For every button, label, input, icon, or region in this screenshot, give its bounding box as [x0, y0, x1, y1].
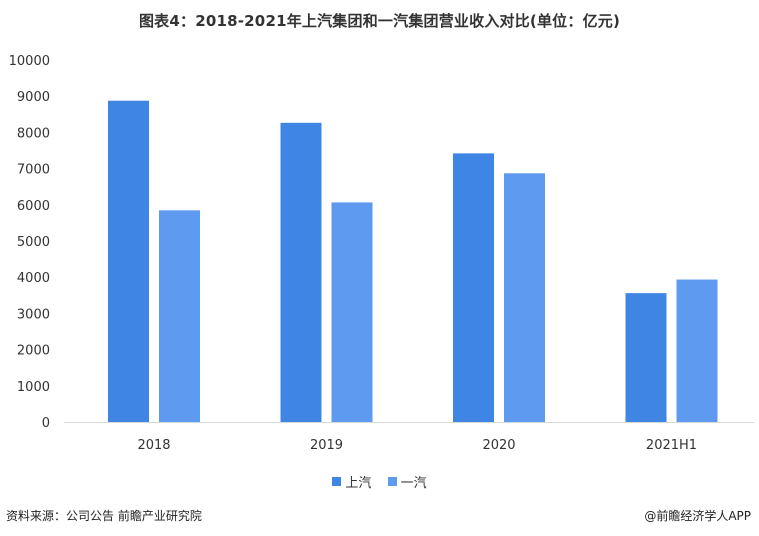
x-tick-label: 2021H1	[646, 438, 697, 453]
y-tick-label: 8000	[17, 126, 50, 141]
y-tick-label: 3000	[17, 307, 50, 322]
y-tick-label: 1000	[17, 380, 50, 395]
brand-note: @前瞻经济学人APP	[644, 509, 751, 523]
legend-swatch-series2	[387, 477, 397, 486]
bar-series2	[159, 210, 200, 422]
legend-item-series1: 上汽	[332, 472, 371, 491]
y-tick-label: 6000	[17, 199, 50, 214]
y-tick-label: 0	[42, 416, 50, 431]
bar-series1	[453, 153, 494, 422]
chart-title: 图表4：2018-2021年上汽集团和一汽集团营业收入对比(单位：亿元)	[138, 12, 621, 30]
legend-swatch-series1	[332, 477, 342, 486]
y-tick-label: 2000	[17, 344, 50, 359]
y-tick-label: 7000	[17, 163, 50, 178]
bar-series2	[331, 202, 373, 422]
bar-series2	[676, 279, 718, 422]
y-tick-label: 4000	[17, 271, 50, 286]
legend-item-series2: 一汽	[387, 472, 427, 491]
y-tick-label: 9000	[17, 90, 50, 105]
bar-series1	[108, 100, 149, 423]
x-tick-label: 2020	[482, 438, 515, 453]
y-tick-label: 5000	[17, 235, 50, 250]
x-tick-label: 2019	[310, 438, 343, 453]
legend-label-series2: 一汽	[400, 476, 427, 491]
legend: 上汽 一汽	[0, 472, 759, 491]
bar-series1	[625, 293, 667, 422]
x-tick-label: 2018	[137, 438, 170, 453]
y-tick-label: 10000	[9, 54, 50, 69]
bar-series1	[280, 122, 322, 422]
source-note: 资料来源：公司公告 前瞻产业研究院	[6, 509, 202, 523]
bar-series2	[504, 173, 545, 422]
legend-label-series1: 上汽	[345, 476, 372, 491]
